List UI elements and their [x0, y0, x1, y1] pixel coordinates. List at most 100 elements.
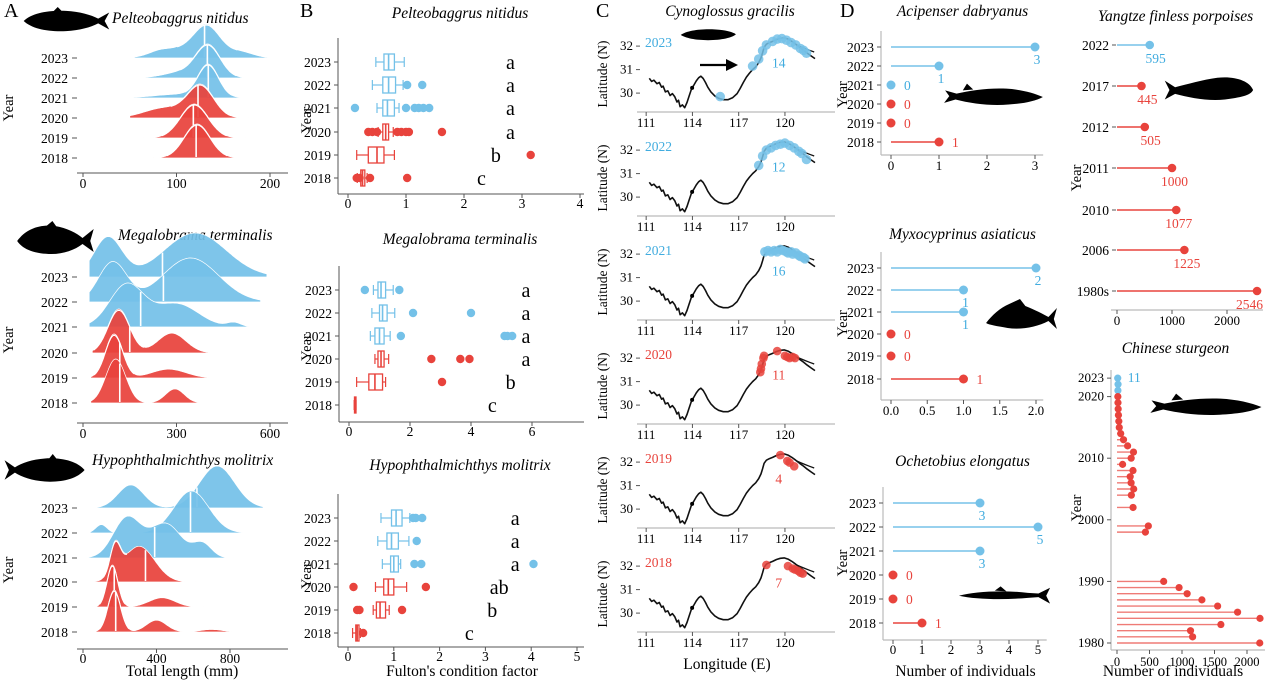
- lollipop-dot: [1031, 263, 1041, 273]
- outlier-dot: [421, 582, 431, 592]
- year-tick-label: 2022: [304, 534, 331, 549]
- significance-letter: b: [506, 372, 516, 394]
- map-2021: 111 114 117 120 30 31 32 Latitude (N) 2021 16: [595, 243, 835, 338]
- x-tick-label: 1: [403, 196, 410, 211]
- lollipop-dot: [1144, 522, 1152, 530]
- outlier-dot: [465, 354, 474, 364]
- value-label: 1: [935, 616, 942, 631]
- year-tick-label: 2023: [41, 501, 68, 516]
- x-tick-label: 0.0: [883, 403, 899, 418]
- x-axis-label: Number of individuals: [1102, 663, 1244, 680]
- value-label: 1: [977, 372, 984, 387]
- lollipop-dot: [1114, 374, 1122, 382]
- box: [367, 146, 385, 164]
- city-dot: [690, 397, 695, 402]
- value-label: 1: [962, 295, 969, 310]
- value-label: 2546: [1236, 297, 1263, 312]
- map-2020: 111 114 117 120 30 31 32 Latitude (N) 2020 11: [595, 346, 835, 442]
- density-outline: [93, 309, 145, 351]
- x-tick-label: 114: [683, 115, 703, 130]
- year-tick-label: 2019: [304, 603, 331, 618]
- x-tick-label: 800: [220, 651, 241, 666]
- record-dot: [753, 54, 764, 64]
- catfish-icon-wrap: [23, 7, 110, 32]
- species-title: Acipenser dabryanus: [896, 3, 1029, 20]
- year-tick-label: 2022: [41, 295, 68, 310]
- record-count-label: 14: [772, 55, 786, 70]
- lollipop-dot: [1127, 479, 1135, 487]
- y-tick-label: 32: [620, 558, 633, 573]
- lollipop-plot-chinese-sturgeon: 2023 2020 2010 2000 1990 1980 0 500 1000 1500 2000…: [1069, 370, 1265, 669]
- x-tick-label: 3: [482, 649, 489, 664]
- value-label: 3: [979, 508, 986, 523]
- outlier-dot: [417, 513, 427, 523]
- x-tick-label: 2: [407, 424, 414, 439]
- x-tick-label: 2.0: [1028, 403, 1044, 418]
- record-dot: [798, 569, 807, 578]
- lollipop-dot: [1140, 122, 1150, 132]
- tongue-sole-icon-path: [680, 29, 736, 41]
- y-tick-label: 30: [620, 85, 633, 100]
- y-tick-label: 31: [620, 166, 633, 181]
- significance-letter: a: [521, 349, 530, 371]
- x-tick-label: 0: [1114, 313, 1121, 328]
- record-dot: [753, 160, 764, 171]
- panel-c-title: Cynoglossus gracilis: [665, 3, 795, 20]
- y-axis-label: Latitude (N): [595, 456, 610, 523]
- x-tick-label: 117: [729, 427, 749, 442]
- y-tick-label: 30: [620, 605, 633, 620]
- y-tick-label: 2000: [1078, 512, 1104, 527]
- boxplot-pelteobaggrus-nitidus: 0 1 2 3 4 2023 a 2022 a 2021 a 2020 a 2019 b 2018 c Year: [299, 38, 584, 211]
- y-axis-label: Latitude (N): [595, 560, 610, 627]
- outlier-dot: [456, 354, 465, 364]
- lollipop-dot: [1115, 417, 1123, 425]
- x-tick-label: 0: [346, 424, 353, 439]
- x-tick-label: 6: [529, 424, 536, 439]
- x-tick-label: 100: [166, 176, 187, 191]
- x-tick-label: 114: [683, 531, 703, 546]
- value-label: 0: [904, 78, 911, 93]
- significance-letter: c: [488, 395, 497, 417]
- year-tick-label: 2020: [41, 346, 68, 361]
- x-tick-label: 3: [519, 196, 526, 211]
- species-title: Ochetobius elongatus: [895, 453, 1030, 470]
- outlier-dot: [425, 103, 434, 113]
- significance-letter: a: [506, 75, 515, 97]
- significance-letter: a: [521, 326, 530, 348]
- x-tick-label: 0: [80, 651, 87, 666]
- species-title: Yangtze finless porpoises: [1097, 8, 1254, 25]
- year-tick-label: 2012: [1082, 120, 1109, 135]
- lollipop-dot: [888, 594, 898, 604]
- x-tick-label: 120: [775, 635, 795, 650]
- value-label: 505: [1141, 133, 1162, 148]
- ridge-2019: [90, 333, 221, 379]
- chinese-sturgeon-icon-path: [1150, 393, 1262, 416]
- dabryanus-sturgeon-icon: [944, 83, 1043, 106]
- x-tick-label: 5: [1035, 642, 1042, 657]
- x-tick-label: 1.5: [992, 403, 1008, 418]
- year-tick-label: 2021: [304, 101, 331, 116]
- x-axis-label: Fulton's condition factor: [386, 663, 538, 680]
- year-tick-label: 2020: [41, 111, 68, 126]
- map-year-label: 2018: [645, 555, 672, 570]
- outlier-dot: [355, 173, 364, 183]
- value-label: 3: [1034, 52, 1041, 67]
- year-tick-label: 2018: [41, 151, 68, 166]
- density-outline: [180, 44, 237, 77]
- outlier-dot: [410, 559, 419, 569]
- significance-letter: a: [511, 531, 520, 553]
- outlier-dot: [402, 173, 412, 183]
- year-tick-label: 2021: [304, 557, 331, 572]
- significance-letter: a: [511, 508, 520, 530]
- lollipop-dot: [1160, 577, 1168, 585]
- year-tick-label: 2011: [1083, 161, 1110, 176]
- y-tick-label: 30: [620, 293, 633, 308]
- river-path: [648, 141, 816, 213]
- year-tick-label: 2023: [305, 283, 332, 298]
- year-tick-label: 2021: [847, 305, 874, 320]
- y-axis-label: Latitude (N): [595, 352, 610, 419]
- x-tick-label: 120: [775, 531, 795, 546]
- year-tick-label: 2017: [1082, 79, 1109, 94]
- year-tick-label: 2019: [41, 131, 68, 146]
